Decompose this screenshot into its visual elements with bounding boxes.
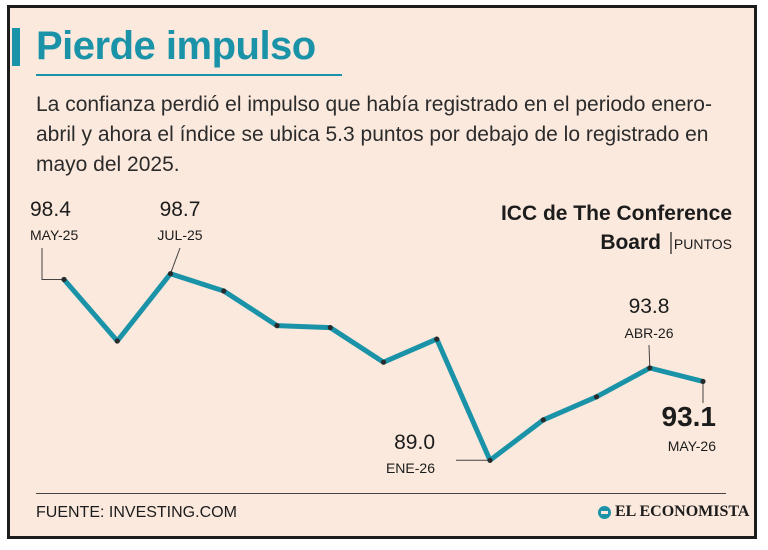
title-accent-bar — [12, 28, 20, 66]
date-label-abr-26: ABR-26 — [624, 325, 673, 341]
date-label-jul-25: JUL-25 — [157, 227, 202, 243]
value-label-may-25: 98.4 — [30, 198, 71, 221]
footer-divider — [36, 493, 726, 494]
value-label-jul-25: 98.7 — [160, 198, 201, 221]
brand-name: EL ECONOMISTA — [615, 503, 750, 520]
data-point-jul-25 — [167, 271, 174, 277]
data-point-may-25 — [61, 276, 67, 283]
callout-leader-may-25 — [41, 248, 64, 280]
date-label-may-26: MAY-26 — [668, 438, 716, 454]
points-group — [61, 271, 706, 463]
data-point-may-26 — [700, 378, 706, 385]
date-label-ene-26: ENE-26 — [386, 460, 435, 476]
data-point-abr-26 — [647, 365, 653, 371]
data-point-feb-26 — [540, 417, 546, 423]
data-point-jun-25 — [114, 338, 120, 344]
line-chart: ICC de The Conference Board PUNTOS 98.4 MAY… — [30, 198, 732, 476]
title-underline — [36, 74, 342, 76]
data-point-nov-25 — [380, 359, 387, 365]
data-point-ago-25 — [221, 288, 227, 294]
callout-leader-abr-26 — [648, 344, 651, 369]
brand-icon — [598, 505, 611, 519]
series-line — [61, 271, 706, 463]
chart-title-line2: Board — [600, 231, 661, 254]
point-labels-group: 98.4 MAY-25 98.7 JUL-25 89.0 ENE-26 93.8 ABR-26… — [30, 198, 716, 476]
value-label-abr-26: 93.8 — [629, 295, 670, 318]
data-point-mar-26 — [593, 394, 600, 400]
chart-title: ICC de The Conference — [501, 202, 732, 225]
callout-leader-jul-25 — [170, 247, 181, 274]
data-point-sep-25 — [274, 323, 280, 329]
callouts-group — [41, 247, 704, 461]
data-point-ene-26 — [487, 457, 493, 463]
date-label-may-25: MAY-25 — [30, 227, 78, 243]
brand-logo: EL ECONOMISTA — [598, 503, 749, 521]
subtitle: La confianza perdió el impulso que había… — [36, 93, 712, 176]
page-title: Pierde impulso — [36, 24, 316, 68]
value-label-ene-26: 89.0 — [394, 431, 435, 454]
chart-title-group: ICC de The Conference Board PUNTOS — [501, 202, 732, 254]
source-note: FUENTE: INVESTING.COM — [36, 504, 237, 521]
data-point-oct-25 — [327, 324, 333, 331]
chart-unit: PUNTOS — [674, 236, 732, 252]
data-point-dic-25 — [434, 336, 440, 342]
infographic-frame: Pierde impulso La confianza perdió el im… — [7, 5, 757, 539]
value-label-may-26: 93.1 — [662, 401, 717, 432]
